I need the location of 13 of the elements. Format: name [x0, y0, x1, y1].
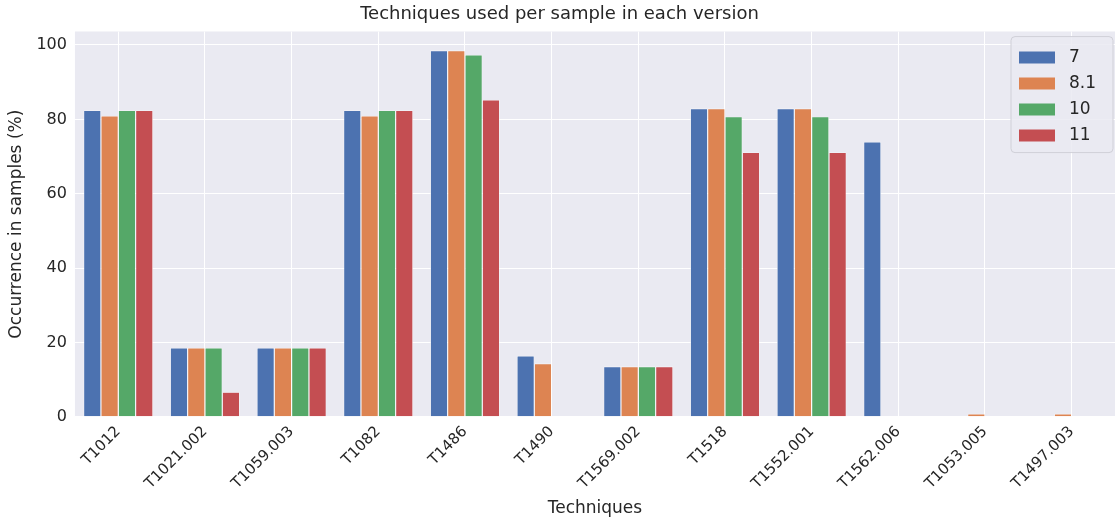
legend-label: 10	[1069, 98, 1091, 119]
y-tick-label: 80	[46, 108, 67, 128]
x-axis-title: Techniques	[546, 497, 643, 518]
legend-label: 7	[1069, 46, 1080, 67]
y-axis-title: Occurrence in samples (%)	[4, 109, 25, 339]
chart-title: Techniques used per sample in each version	[359, 2, 759, 24]
y-tick-label: 20	[46, 331, 67, 351]
legend-label: 8.1	[1069, 72, 1097, 93]
legend-label: 11	[1069, 124, 1091, 145]
y-tick-label: 100	[36, 34, 67, 54]
y-tick-label: 40	[46, 257, 67, 277]
y-tick-label: 0	[56, 405, 67, 425]
y-tick-label: 60	[46, 182, 67, 202]
